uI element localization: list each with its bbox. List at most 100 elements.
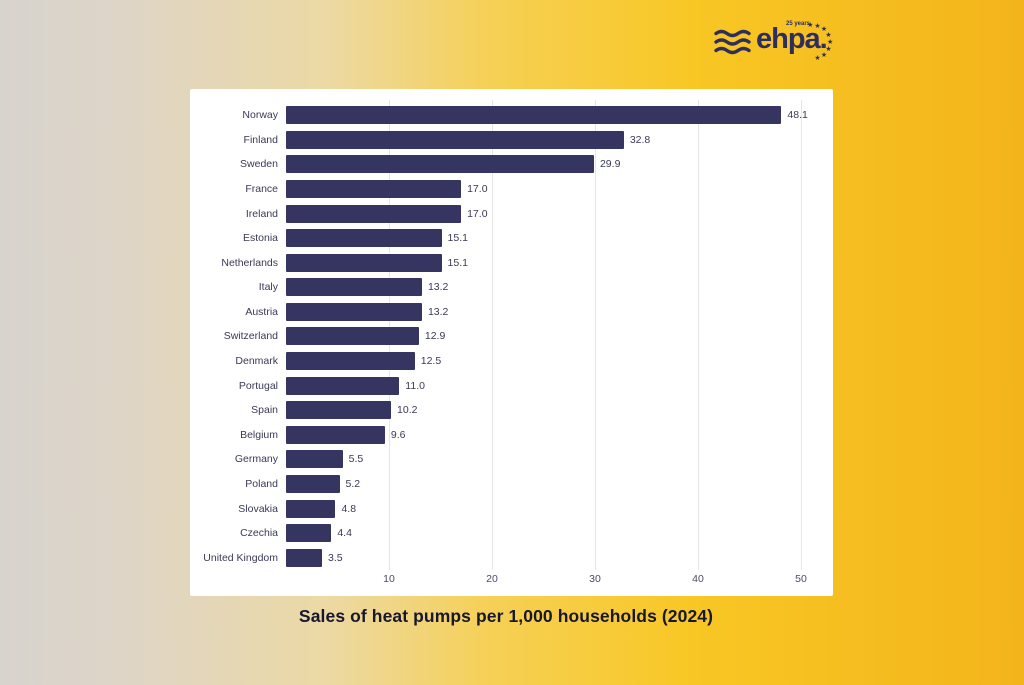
category-label: Germany <box>234 453 278 466</box>
star-icon: ★ <box>820 52 828 60</box>
category-label: Norway <box>242 109 278 122</box>
category-label: Netherlands <box>221 256 278 269</box>
star-icon: ★ <box>814 22 821 30</box>
bar <box>286 327 419 346</box>
gridline-50 <box>801 100 802 570</box>
category-label: Spain <box>251 404 278 417</box>
value-label: 12.9 <box>424 330 446 343</box>
x-tick-label: 10 <box>383 573 395 585</box>
bar <box>286 401 392 420</box>
x-tick-label: 20 <box>486 573 498 585</box>
category-label: Slovakia <box>238 502 278 515</box>
category-label: Switzerland <box>223 330 278 343</box>
x-axis: 10 20 30 40 50 <box>190 573 833 587</box>
bar-row: Germany 5.5 <box>190 447 833 472</box>
bar-row: Spain 10.2 <box>190 398 833 423</box>
bar <box>286 376 400 395</box>
value-label: 4.8 <box>341 502 357 515</box>
value-label: 17.0 <box>467 207 488 220</box>
chart-title: Sales of heat pumps per 1,000 households… <box>298 606 714 626</box>
bar <box>286 425 385 444</box>
value-label: 9.6 <box>390 428 406 441</box>
value-label: 5.5 <box>348 453 364 466</box>
category-label: Ireland <box>245 207 278 220</box>
gridline-20 <box>492 100 493 570</box>
bar <box>286 524 332 543</box>
value-label: 13.2 <box>427 305 449 318</box>
bar <box>286 253 442 272</box>
bar-rows: Norway 48.1 Finland 32.8 Sweden 29.9 France 17.… <box>190 103 833 570</box>
bar <box>286 450 343 469</box>
value-label: 10.2 <box>397 404 418 417</box>
value-label: 48.1 <box>787 109 808 122</box>
value-label: 4.4 <box>337 527 352 540</box>
category-label: Austria <box>245 305 278 318</box>
value-label: 17.0 <box>467 183 488 196</box>
value-label: 29.9 <box>599 158 621 171</box>
bar <box>286 474 340 493</box>
category-label: Italy <box>258 281 278 294</box>
category-label: Portugal <box>238 379 278 392</box>
bar-row: Italy 13.2 <box>190 275 833 300</box>
value-label: 32.8 <box>629 133 651 146</box>
bar-row: Poland 5.2 <box>190 472 833 497</box>
bar <box>286 352 415 371</box>
value-label: 15.1 <box>447 232 468 245</box>
logo-text: ehpa. <box>756 23 828 55</box>
bar-row: Finland 32.8 <box>190 128 833 153</box>
bar <box>286 302 422 321</box>
gridline-40 <box>698 100 699 570</box>
bar-row: Denmark 12.5 <box>190 349 833 374</box>
value-label: 13.2 <box>427 281 449 294</box>
bar-row: Ireland 17.0 <box>190 201 833 226</box>
bar-row: Netherlands 15.1 <box>190 250 833 275</box>
category-label: Sweden <box>240 158 278 171</box>
x-tick-label: 30 <box>589 573 601 585</box>
bar-row: Switzerland 12.9 <box>190 324 833 349</box>
star-icon: ★ <box>825 46 832 54</box>
chart-card: Norway 48.1 Finland 32.8 Sweden 29.9 France 17.… <box>190 89 833 596</box>
bar <box>286 548 323 567</box>
value-label: 12.5 <box>420 355 442 368</box>
bar <box>286 180 462 199</box>
category-label: France <box>245 183 278 196</box>
category-label: Estonia <box>242 232 278 245</box>
bar-row: Norway 48.1 <box>190 103 833 128</box>
value-label: 5.2 <box>345 477 361 490</box>
bar <box>286 204 462 223</box>
star-icon: ★ <box>825 31 832 39</box>
logo-stars-arc: ★ ★ ★ ★ ★ ★ ★ ★ <box>807 20 834 64</box>
bar-row: Slovakia 4.8 <box>190 496 833 521</box>
category-label: Poland <box>245 477 278 490</box>
value-label: 11.0 <box>405 379 425 392</box>
value-label: 3.5 <box>328 551 343 564</box>
bar-row: Czechia 4.4 <box>190 521 833 546</box>
bar <box>286 106 782 125</box>
bar <box>286 130 624 149</box>
star-icon: ★ <box>814 55 821 63</box>
star-icon: ★ <box>820 25 828 33</box>
bar-row: Sweden 29.9 <box>190 152 833 177</box>
logo-badge-25-years: 25 years <box>786 21 811 27</box>
category-label: Belgium <box>240 428 278 441</box>
x-tick-label: 50 <box>795 573 807 585</box>
star-icon: ★ <box>807 22 814 30</box>
bar-row: Estonia 15.1 <box>190 226 833 251</box>
bar-row: United Kingdom 3.5 <box>190 545 833 570</box>
category-label: Czechia <box>240 527 278 540</box>
gridline-30 <box>595 100 596 570</box>
bar-row: France 17.0 <box>190 177 833 202</box>
bar <box>286 499 336 518</box>
ehpa-logo: ehpa. 25 years ★ ★ ★ ★ ★ ★ ★ ★ <box>714 20 834 64</box>
bar <box>286 155 594 174</box>
category-label: United Kingdom <box>203 551 278 564</box>
bar-row: Austria 13.2 <box>190 300 833 325</box>
waves-icon <box>714 29 751 55</box>
value-label: 15.1 <box>447 256 468 269</box>
category-label: Finland <box>243 133 278 146</box>
bar-row: Belgium 9.6 <box>190 423 833 448</box>
category-label: Denmark <box>235 355 278 368</box>
bar-row: Portugal 11.0 <box>190 373 833 398</box>
bar <box>286 229 442 248</box>
bar <box>286 278 422 297</box>
